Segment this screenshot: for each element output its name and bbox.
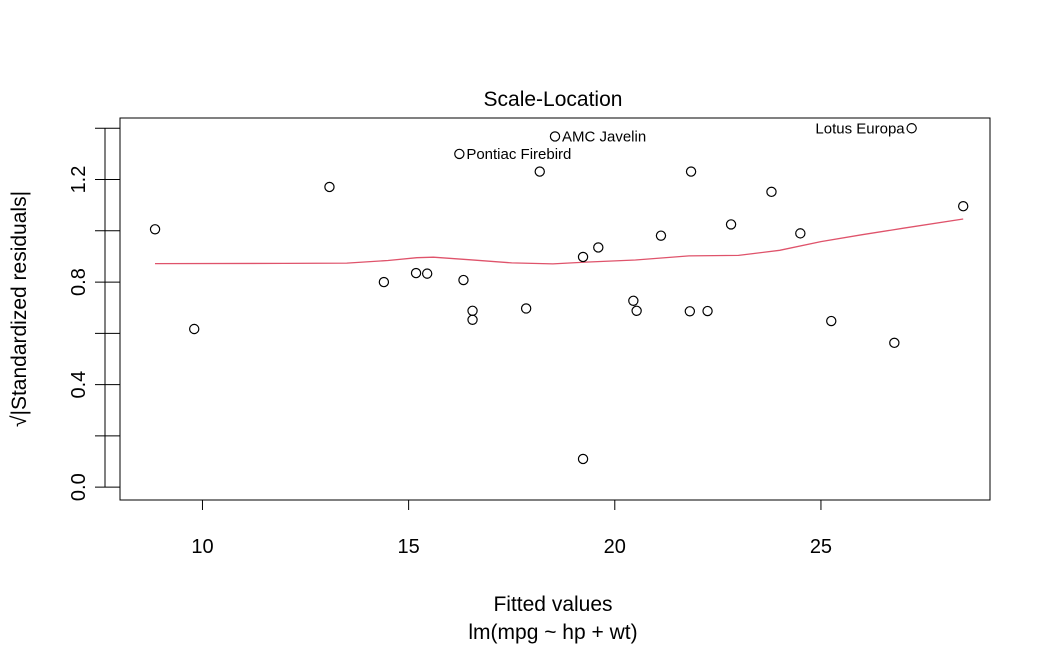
x-tick-label: 10 xyxy=(191,536,213,558)
data-point xyxy=(889,337,900,349)
data-point xyxy=(957,200,969,212)
data-point xyxy=(410,267,422,279)
plot-frame xyxy=(119,117,991,501)
data-point xyxy=(702,305,713,317)
data-point xyxy=(593,242,604,253)
data-point xyxy=(520,303,532,314)
point-label: AMC Javelin xyxy=(562,128,646,145)
data-point xyxy=(454,148,465,160)
data-point xyxy=(826,315,837,327)
x-axis: 10 15 20 25 xyxy=(191,499,832,558)
data-point xyxy=(378,276,390,288)
data-point xyxy=(655,230,667,241)
point-label: Lotus Europa xyxy=(815,120,905,137)
data-point xyxy=(725,219,737,230)
data-point xyxy=(549,131,561,142)
y-tick-label: 0.0 xyxy=(68,473,90,501)
data-point xyxy=(766,186,777,198)
data-point xyxy=(324,181,335,193)
y-axis-title: √|Standardized residuals| xyxy=(8,191,31,427)
data-point xyxy=(467,305,478,316)
y-tick-label: 0.8 xyxy=(68,268,90,296)
smooth-line xyxy=(154,218,964,265)
point-label: Pontiac Firebird xyxy=(466,146,571,163)
data-point xyxy=(577,251,589,263)
data-point xyxy=(906,123,917,134)
data-point xyxy=(577,453,589,465)
points-layer xyxy=(149,123,969,465)
chart-title: Scale-Location xyxy=(484,88,623,111)
y-tick-label: 0.4 xyxy=(68,371,90,399)
smooth-line-layer xyxy=(154,218,964,265)
data-point xyxy=(149,224,161,235)
x-axis-title: Fitted values xyxy=(493,593,612,616)
data-point xyxy=(189,323,200,335)
y-tick-label: 1.2 xyxy=(68,166,90,194)
x-tick-label: 20 xyxy=(604,536,626,558)
data-point xyxy=(795,228,806,239)
x-tick-label: 25 xyxy=(810,536,832,558)
data-point xyxy=(458,274,469,286)
data-point xyxy=(534,166,545,177)
data-point xyxy=(421,268,433,279)
x-tick-label: 15 xyxy=(398,536,420,558)
x-axis-subtitle: lm(mpg ~ hp + wt) xyxy=(468,621,637,644)
data-point xyxy=(685,166,697,177)
data-point xyxy=(684,306,696,317)
data-point xyxy=(467,314,478,325)
data-point xyxy=(631,305,642,316)
y-axis: 0.0 0.4 0.8 1.2 xyxy=(68,127,120,501)
data-point xyxy=(628,295,639,306)
